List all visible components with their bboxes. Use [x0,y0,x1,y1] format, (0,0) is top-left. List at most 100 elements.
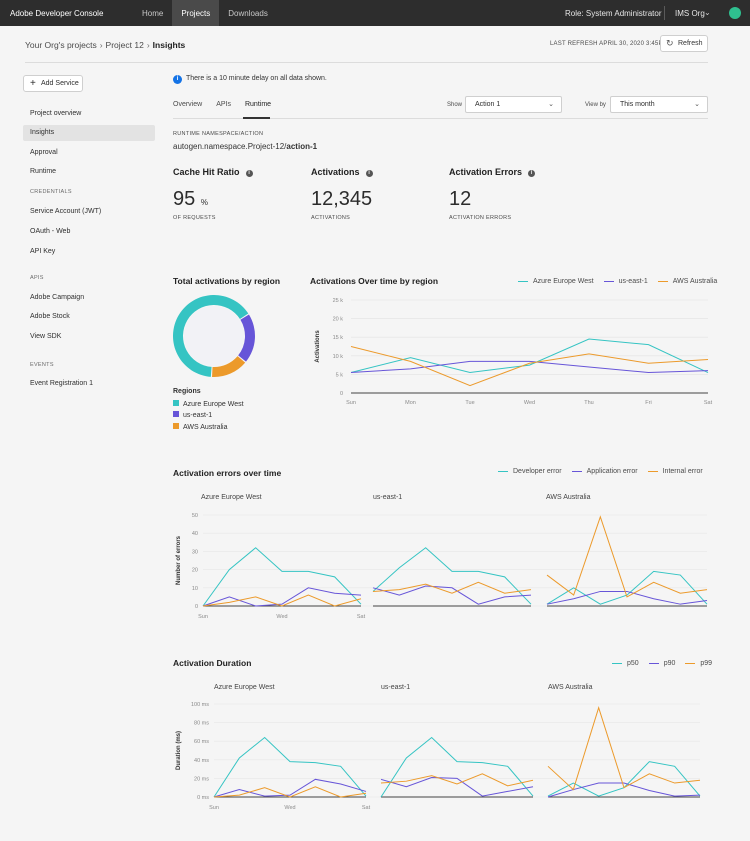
legend-swatch [518,280,528,283]
donut-chart-title: Total activations by region [173,276,281,286]
legend-swatch [612,662,622,665]
errors-legend: Developer error Application error Intern… [488,468,703,475]
sidebar-item-runtime[interactable]: Runtime [30,168,57,175]
metric-value-activations: 12,345 [311,188,373,210]
legend-swatch [173,400,179,406]
activations-chart-title: Activations Over time by region [310,276,439,286]
donut-slice [212,356,246,377]
refresh-button[interactable]: ↻ Refresh [660,35,708,52]
chevron-down-icon[interactable]: ⌄ [704,8,711,17]
sidebar-item-event-registration[interactable]: Event Registration 1 [30,380,94,387]
duration-chart-title: Activation Duration [173,658,252,668]
y-tick-label: 20 ms [194,776,209,782]
series-line [546,590,708,605]
metric-value-errors: 12 [449,188,472,210]
series-line [547,706,701,791]
series-line [546,570,708,605]
info-icon[interactable]: i [365,170,373,177]
x-tick-label: Mon [405,400,416,406]
app-brand[interactable]: Adobe Developer Console [10,9,104,18]
show-select[interactable]: Action 1 ⌄ [465,96,562,113]
series-line [372,547,532,605]
metric-sub-activations: ACTIVATIONS [311,215,351,221]
namespace-value: autogen.namespace.Project-12/action-1 [173,142,317,151]
series-line [213,786,367,798]
org-switcher[interactable]: IMS Org [675,9,705,18]
tab-divider [173,118,708,119]
legend-item: p50 [612,660,639,667]
series-line [350,338,709,374]
series-line [380,776,534,797]
sidebar-item-oauth-web[interactable]: OAuth - Web [30,228,71,235]
nav-projects[interactable]: Projects [172,0,220,26]
y-tick-label: 10 k [333,354,344,360]
show-select-value: Action 1 [475,101,501,108]
legend-label: AWS Australia [183,424,228,431]
legend-item: Application error [571,468,638,475]
y-tick-label: 80 ms [194,721,209,727]
tab-runtime[interactable]: Runtime [244,101,272,108]
breadcrumb-current: Insights [152,40,186,50]
y-tick-label: 10 [192,586,198,592]
avatar[interactable] [729,7,741,19]
sidebar-item-project-overview[interactable]: Project overview [30,110,82,117]
nav-downloads[interactable]: Downloads [228,9,268,18]
legend-item: us-east-1 [603,278,648,285]
show-label: Show [447,102,463,108]
series-line [546,515,708,598]
metric-sub-errors: ACTIVATION ERRORS [449,215,512,221]
top-nav: Home Projects Downloads [133,0,277,26]
x-tick-label: Sat [357,614,366,620]
duration-panel-title: us-east-1 [381,684,411,691]
x-tick-label: Wed [284,805,295,811]
sidebar-item-view-sdk[interactable]: View SDK [30,333,62,340]
tab-apis[interactable]: APIs [216,101,231,108]
duration-line-chart: 0 ms 20 ms 40 ms 60 ms 80 ms 100 ms Duration (… [176,702,701,811]
y-tick-label: 40 ms [194,758,209,764]
sidebar-item-adobe-stock[interactable]: Adobe Stock [30,313,70,320]
series-line [380,773,534,787]
sidebar-header-apis: APIS [30,275,44,281]
sidebar-item-api-key[interactable]: API Key [30,248,56,255]
x-tick-label: Fri [645,400,651,406]
metric-sub-cache: OF REQUESTS [173,215,216,221]
sidebar-item-insights[interactable]: Insights [23,125,155,141]
info-icon: i [173,75,182,84]
namespace-prefix: autogen.namespace.Project-12/ [173,142,287,151]
legend-swatch [571,470,582,473]
breadcrumb-org-projects[interactable]: Your Org's projects [25,40,97,50]
nav-home[interactable]: Home [142,9,164,18]
y-tick-label: 25 k [333,298,344,304]
info-icon[interactable]: i [528,170,536,177]
legend-swatch [173,411,179,417]
legend-item: Internal error [647,468,703,475]
breadcrumb-project[interactable]: Project 12 [105,40,144,50]
series-line [380,736,534,798]
x-tick-label: Sat [362,805,371,811]
delay-notice: i There is a 10 minute delay on all data … [173,75,327,84]
add-service-button[interactable]: + Add Service [23,75,83,92]
metric-title-errors: Activation Errors i [449,167,536,177]
chevron-down-icon: ⌄ [548,101,554,108]
errors-line-chart: 0 10 20 30 40 50 Number of errors Sun Wed Sat [176,513,708,620]
duration-panel-title: AWS Australia [548,684,593,691]
donut-hole [184,306,244,366]
legend-item: p99 [685,660,712,667]
x-tick-label: Sun [198,614,208,620]
info-icon[interactable]: i [245,170,253,177]
viewby-select-value: This month [620,101,655,108]
legend-item: Developer error [498,468,562,475]
series-line [202,547,362,607]
namespace-action: action-1 [286,142,318,151]
legend-label: us-east-1 [183,412,213,419]
x-tick-label: Sun [346,400,356,406]
legend-label: us-east-1 [618,278,648,285]
sidebar-item-adobe-campaign[interactable]: Adobe Campaign [30,294,85,301]
tab-overview[interactable]: Overview [173,101,203,108]
refresh-label: Refresh [678,40,703,47]
delay-notice-text: There is a 10 minute delay on all data s… [186,75,327,82]
x-tick-label: Wed [276,614,287,620]
sidebar-item-service-account[interactable]: Service Account (JWT) [30,208,102,215]
viewby-select[interactable]: This month ⌄ [610,96,708,113]
sidebar-item-approval[interactable]: Approval [30,149,58,156]
